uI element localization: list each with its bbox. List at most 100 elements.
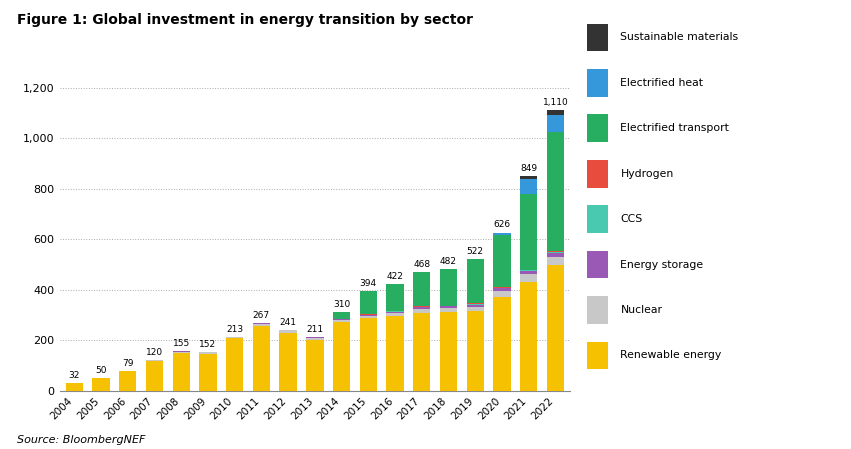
Bar	[173, 352, 190, 353]
Text: Source: BloombergNEF: Source: BloombergNEF	[17, 435, 146, 445]
Text: 849: 849	[520, 164, 537, 173]
Bar	[520, 282, 538, 391]
Bar	[547, 257, 564, 264]
Bar	[494, 235, 511, 287]
Text: Sustainable materials: Sustainable materials	[620, 32, 739, 42]
Bar	[520, 274, 538, 282]
Bar	[199, 352, 217, 353]
Bar	[466, 311, 484, 391]
Bar	[119, 371, 136, 391]
Bar	[386, 316, 403, 391]
Text: 213: 213	[226, 325, 243, 334]
Text: Renewable energy: Renewable energy	[620, 350, 722, 361]
Bar	[360, 318, 377, 391]
Bar	[173, 353, 190, 391]
Text: 1,110: 1,110	[543, 98, 568, 107]
Bar	[587, 69, 608, 97]
Bar	[146, 361, 163, 391]
Bar	[279, 330, 297, 333]
Text: CCS: CCS	[620, 214, 643, 224]
Text: 522: 522	[466, 247, 483, 256]
Bar	[587, 342, 608, 369]
Bar	[333, 321, 351, 322]
Bar	[279, 333, 297, 391]
Bar	[587, 160, 608, 188]
Text: 310: 310	[333, 300, 351, 309]
Bar	[253, 324, 270, 326]
Text: 468: 468	[414, 260, 431, 269]
Bar	[466, 259, 484, 304]
Bar	[587, 205, 608, 233]
Bar	[413, 307, 431, 309]
Text: 482: 482	[440, 257, 457, 266]
Bar	[199, 353, 217, 391]
Bar	[413, 313, 431, 391]
Text: 394: 394	[360, 279, 377, 288]
Text: 155: 155	[173, 339, 190, 348]
Bar	[547, 264, 564, 391]
Bar	[306, 339, 323, 391]
Bar	[440, 306, 457, 308]
Text: Electrified transport: Electrified transport	[620, 123, 729, 133]
Bar	[547, 110, 564, 115]
Bar	[440, 269, 457, 305]
Bar	[440, 313, 457, 391]
Text: 267: 267	[253, 311, 270, 320]
Bar	[494, 288, 511, 291]
Text: 152: 152	[199, 340, 216, 349]
Bar	[386, 311, 403, 312]
Bar	[440, 308, 457, 313]
Bar	[466, 304, 484, 307]
Bar	[226, 339, 243, 391]
Bar	[587, 251, 608, 278]
Text: Electrified heat: Electrified heat	[620, 78, 704, 88]
Text: Figure 1: Global investment in energy transition by sector: Figure 1: Global investment in energy tr…	[17, 13, 473, 27]
Bar	[547, 253, 564, 257]
Bar	[494, 297, 511, 391]
Bar	[466, 307, 484, 311]
Text: 32: 32	[69, 370, 80, 379]
Bar	[360, 317, 377, 318]
Bar	[520, 271, 538, 274]
Bar	[587, 296, 608, 324]
Text: Nuclear: Nuclear	[620, 305, 662, 315]
Bar	[360, 315, 377, 317]
Bar	[386, 312, 403, 313]
Text: 79: 79	[122, 359, 134, 368]
Text: 211: 211	[306, 326, 323, 335]
Bar	[413, 273, 431, 306]
Bar	[253, 323, 270, 324]
Bar	[494, 233, 511, 235]
Bar	[92, 378, 110, 391]
Bar	[306, 338, 323, 339]
Bar	[333, 313, 351, 319]
Bar	[520, 194, 538, 270]
Bar	[547, 252, 564, 253]
Bar	[494, 287, 511, 288]
Bar	[306, 337, 323, 338]
Text: Hydrogen: Hydrogen	[620, 169, 674, 179]
Bar	[587, 114, 608, 142]
Bar	[547, 115, 564, 132]
Bar	[520, 270, 538, 271]
Bar	[333, 322, 351, 391]
Bar	[253, 326, 270, 391]
Text: 422: 422	[386, 272, 403, 281]
Text: 50: 50	[95, 366, 106, 375]
Bar	[226, 337, 243, 339]
Bar	[333, 319, 351, 321]
Bar	[587, 23, 608, 51]
Bar	[146, 360, 163, 361]
Text: 120: 120	[146, 348, 163, 357]
Bar	[520, 176, 538, 179]
Bar	[547, 132, 564, 251]
Bar	[547, 251, 564, 252]
Text: Energy storage: Energy storage	[620, 260, 704, 269]
Bar	[386, 284, 403, 311]
Text: 241: 241	[280, 318, 297, 327]
Bar	[494, 291, 511, 297]
Bar	[66, 383, 83, 391]
Text: 626: 626	[494, 220, 511, 229]
Bar	[413, 309, 431, 313]
Bar	[360, 291, 377, 314]
